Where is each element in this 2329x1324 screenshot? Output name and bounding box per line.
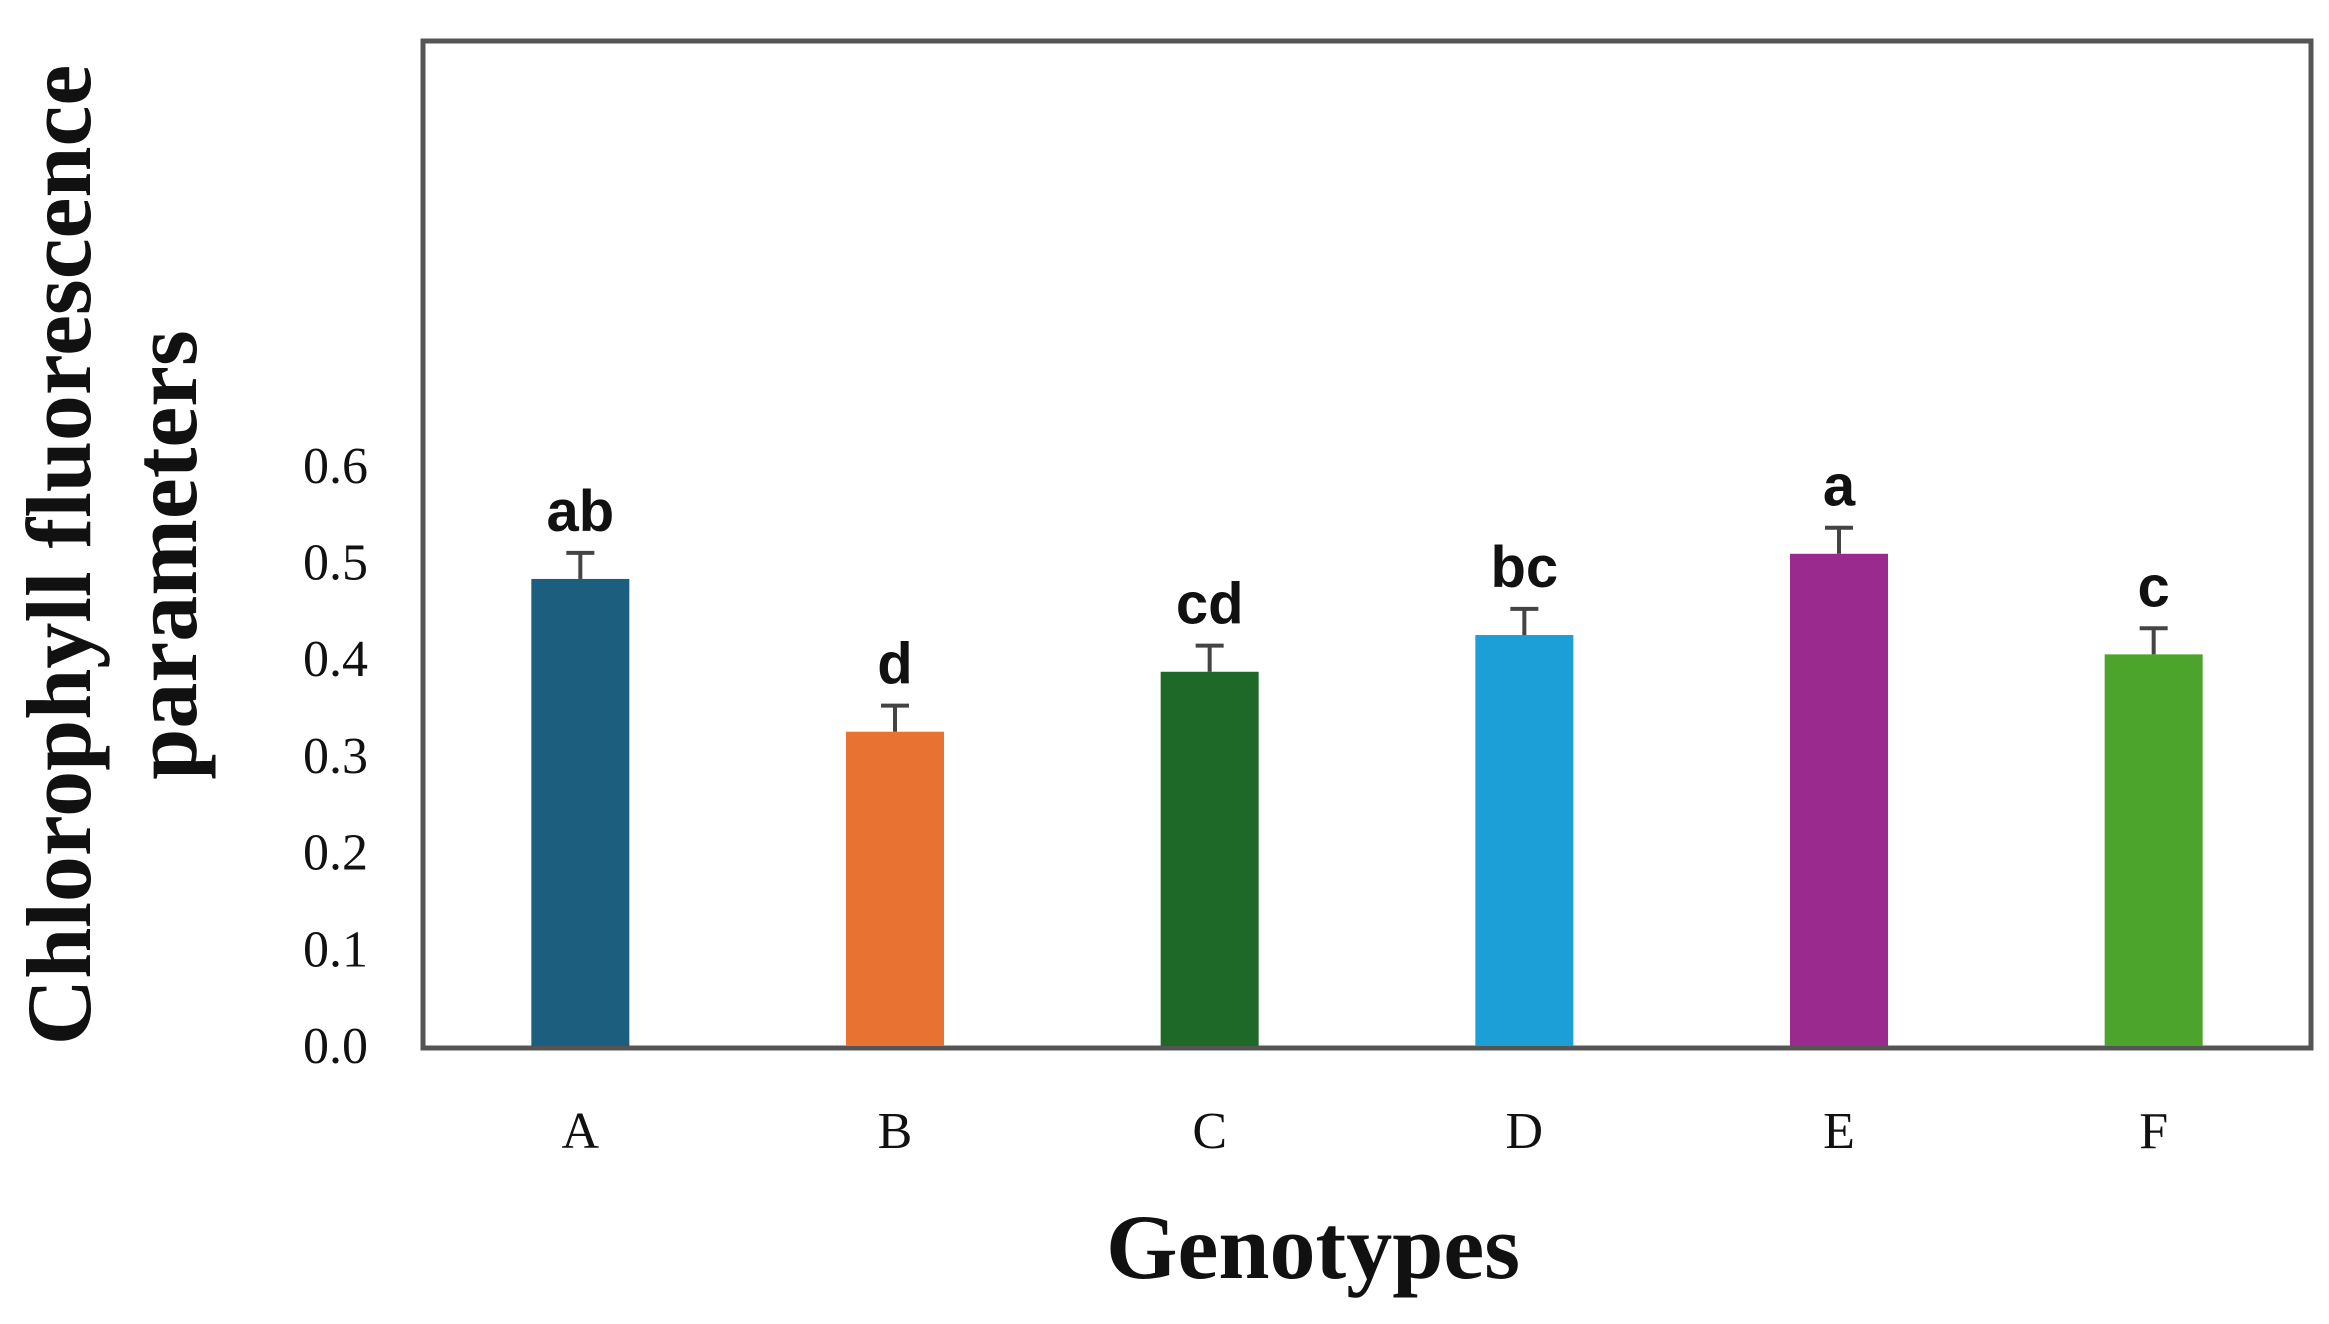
plot-frame [420, 38, 2314, 1051]
y-tick-label: 0.6 [303, 438, 368, 495]
significance-label-E: a [1823, 454, 1856, 519]
x-tick-label-E: E [1823, 1103, 1855, 1160]
error-bar-B [881, 703, 909, 732]
y-tick-label: 0.3 [303, 728, 368, 785]
error-bar-D [1510, 606, 1539, 636]
bar-E [1790, 553, 1888, 1046]
error-bar-E [1825, 525, 1853, 554]
bar-F [2104, 654, 2203, 1046]
x-axis-title: Genotypes [1106, 1196, 1520, 1298]
y-tick-label: 0.4 [303, 631, 368, 688]
bar-D [1475, 635, 1574, 1046]
error-bar-F [2139, 626, 2168, 655]
bar-A [531, 578, 630, 1046]
bar-C [1160, 671, 1259, 1046]
x-tick-label-D: D [1506, 1103, 1544, 1160]
x-tick-label-F: F [2139, 1103, 2168, 1160]
significance-label-A: ab [546, 479, 614, 544]
x-tick-label-B: B [878, 1103, 913, 1160]
significance-label-D: bc [1490, 535, 1558, 600]
y-axis-ticks: 0.0 0.1 0.2 0.3 0.4 0.5 0.6 [303, 438, 368, 1075]
significance-label-B: d [877, 632, 912, 697]
y-tick-label: 0.0 [303, 1018, 368, 1075]
x-tick-label-C: C [1192, 1103, 1227, 1160]
bars-group: ab d cd bc a c [531, 454, 2203, 1046]
x-axis-ticks: A B C D E F [562, 1103, 2169, 1160]
significance-label-C: cd [1176, 572, 1244, 637]
y-axis-title: Chlorophyll fluorescence parameters [8, 65, 216, 1045]
y-tick-label: 0.1 [303, 921, 368, 978]
error-bar-A [566, 550, 595, 579]
y-axis-title-line-1: Chlorophyll fluorescence [8, 65, 110, 1045]
bar-B [846, 731, 944, 1046]
x-tick-label-A: A [562, 1103, 600, 1160]
y-tick-label: 0.5 [303, 535, 368, 592]
error-bar-C [1195, 643, 1224, 672]
y-axis-title-line-2: parameters [114, 330, 216, 780]
significance-label-F: c [2138, 554, 2170, 619]
y-tick-label: 0.2 [303, 825, 368, 882]
